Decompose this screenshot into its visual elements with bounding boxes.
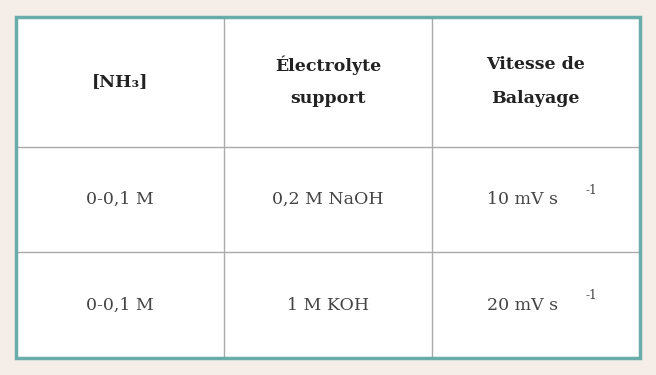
Text: Électrolyte: Électrolyte: [275, 55, 381, 75]
Text: 0-0,1 M: 0-0,1 M: [87, 297, 154, 314]
Text: Balayage: Balayage: [491, 90, 580, 107]
Text: -1: -1: [586, 184, 598, 196]
Text: 0,2 M NaOH: 0,2 M NaOH: [272, 191, 384, 208]
Text: 1 M KOH: 1 M KOH: [287, 297, 369, 314]
Text: -1: -1: [586, 290, 598, 302]
Text: 20 mV s: 20 mV s: [487, 297, 558, 314]
Text: [NH₃]: [NH₃]: [92, 73, 148, 90]
Text: 0-0,1 M: 0-0,1 M: [87, 191, 154, 208]
Text: Vitesse de: Vitesse de: [486, 56, 585, 74]
Text: support: support: [290, 90, 366, 107]
Text: 10 mV s: 10 mV s: [487, 191, 558, 208]
